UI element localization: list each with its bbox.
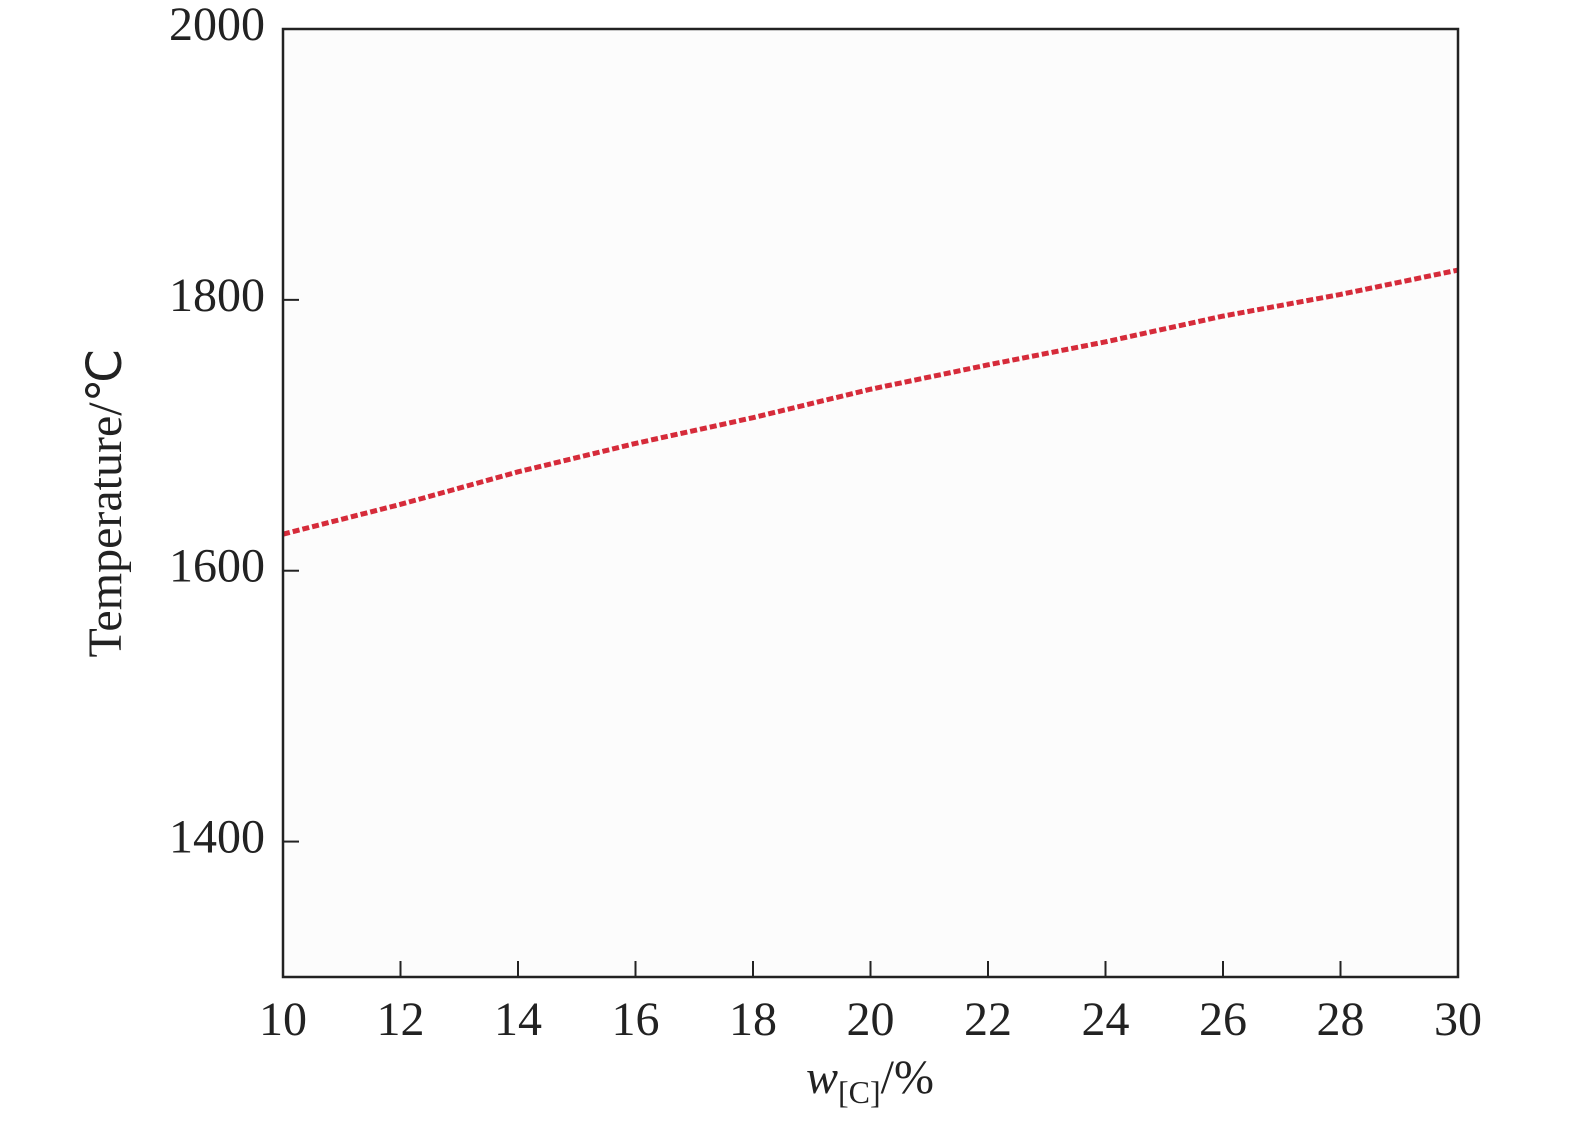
x-label-subscript: [C] <box>838 1074 881 1110</box>
x-tick-label: 28 <box>1317 993 1365 1046</box>
x-tick-label: 26 <box>1199 993 1247 1046</box>
y-tick-label: 2000 <box>169 0 265 51</box>
x-tick-label: 16 <box>612 993 660 1046</box>
x-axis-label: w[C]/% <box>806 1051 934 1110</box>
x-tick-label: 30 <box>1434 993 1482 1046</box>
x-tick-label: 12 <box>377 993 425 1046</box>
y-tick-label: 1800 <box>169 269 265 322</box>
data-line <box>282 267 1459 537</box>
x-tick-label: 14 <box>494 993 542 1046</box>
x-tick-label: 18 <box>729 993 777 1046</box>
x-tick-label: 10 <box>259 993 307 1046</box>
plot-background <box>283 29 1458 977</box>
x-label-symbol: w <box>806 1051 838 1104</box>
y-tick-label: 1400 <box>169 811 265 864</box>
x-label-unit: /% <box>881 1051 934 1104</box>
y-tick-label: 1600 <box>169 540 265 593</box>
x-tick-label: 24 <box>1082 993 1130 1046</box>
x-tick-label: 20 <box>847 993 895 1046</box>
y-axis-label: Temperature/℃ <box>79 348 132 657</box>
x-tick-label: 22 <box>964 993 1012 1046</box>
plot-frame <box>281 27 1460 979</box>
